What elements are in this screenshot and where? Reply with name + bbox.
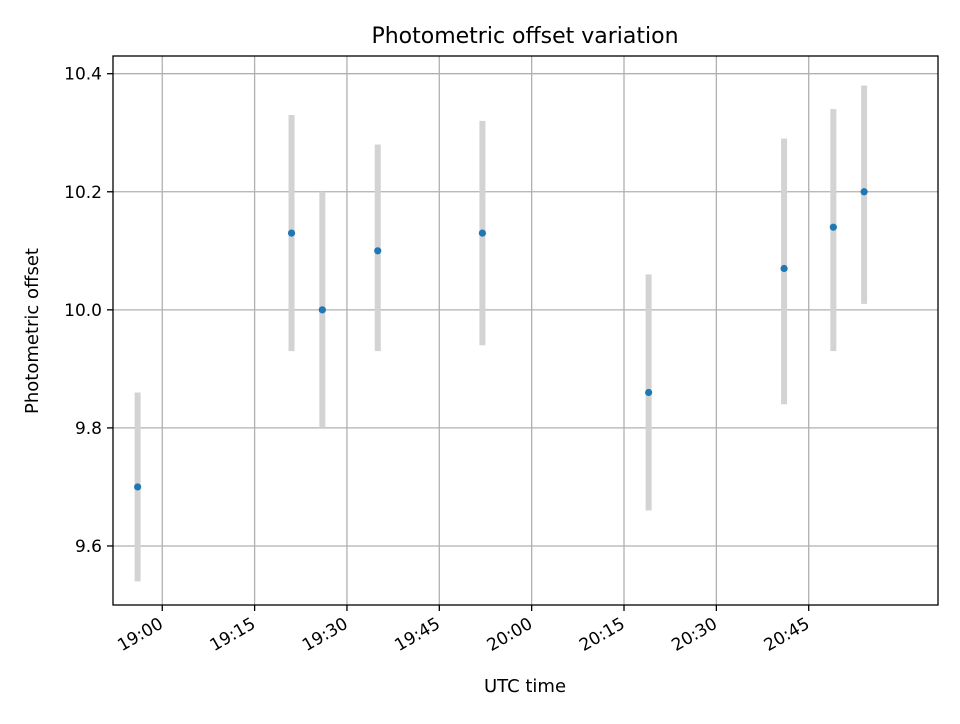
grid (113, 56, 938, 605)
x-axis-label: UTC time (484, 676, 566, 697)
x-tick-label: 20:30 (668, 614, 720, 656)
x-tick-label: 20:15 (576, 614, 628, 656)
x-tick-label: 19:00 (114, 614, 166, 656)
data-point (134, 483, 142, 491)
data-point (318, 306, 326, 314)
data-point (287, 229, 296, 237)
data-point (860, 188, 868, 196)
data-point (780, 264, 788, 273)
x-tick-label: 19:30 (299, 614, 351, 656)
y-tick-label: 9.8 (75, 419, 102, 439)
x-tick-label: 20:00 (484, 614, 536, 656)
data-point (478, 229, 487, 237)
chart-title: Photometric offset variation (371, 24, 678, 49)
y-axis-label: Photometric offset (22, 248, 43, 414)
data-points (134, 188, 868, 491)
y-tick-label: 9.6 (75, 537, 102, 557)
plot-frame (112, 55, 939, 606)
y-tick-label: 10.0 (64, 301, 102, 321)
data-point (645, 388, 653, 397)
y-tick-label: 10.2 (64, 183, 102, 203)
error-bars (134, 85, 868, 582)
y-tick-label: 10.4 (64, 65, 102, 85)
data-point (829, 223, 837, 231)
data-point (374, 247, 382, 255)
x-tick-label: 19:15 (207, 614, 259, 656)
x-tick-label: 19:45 (391, 614, 443, 656)
x-tick-label: 20:45 (761, 614, 813, 656)
